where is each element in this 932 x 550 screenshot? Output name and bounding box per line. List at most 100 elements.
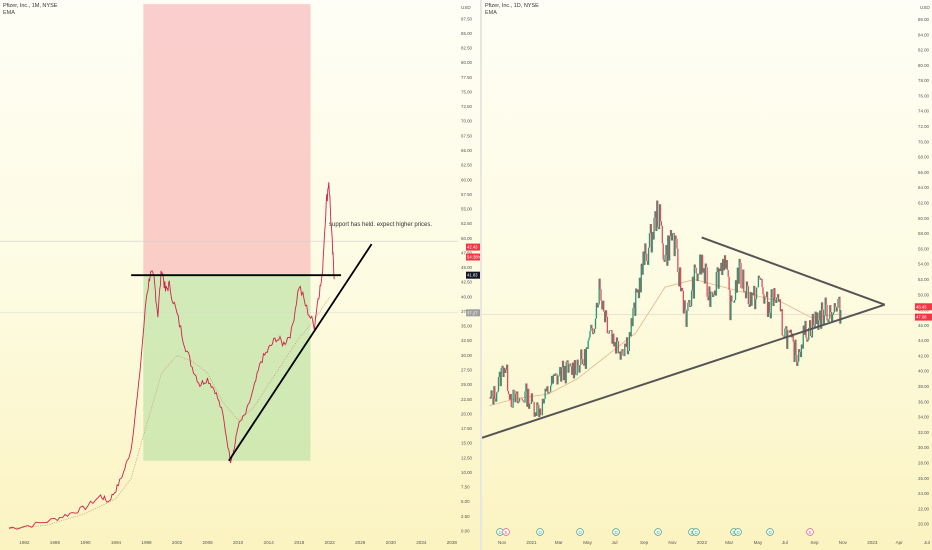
y-tick-label: 74.00 [918,109,930,114]
y-tick-label: 80.00 [918,63,930,68]
y-tick-label: 42.00 [918,353,930,358]
indicator-label[interactable]: EMA [485,10,497,16]
price-line [8,182,335,530]
y-tick-label: 70.00 [918,139,930,144]
y-tick-label: 75.00 [461,89,473,94]
event-marker-label: D [657,530,660,535]
price-badge [915,313,932,321]
y-tick-label: 72.50 [461,104,473,109]
y-tick-label: 40.00 [918,369,930,374]
ema-line [489,279,841,407]
chart-pane-left[interactable]: Pfizer, Inc., 1M, NYSE EMA support has h… [0,0,480,550]
indicator-label[interactable]: EMA [3,10,15,16]
y-tick-label: 77.50 [461,75,473,80]
x-tick-label: 1986 [50,540,61,545]
x-tick-label: Nov [839,540,848,545]
x-tick-label: Jul [612,540,618,545]
y-tick-label: 5.00 [461,499,470,504]
y-tick-label: 7.50 [461,485,470,490]
x-tick-label: 2026 [355,540,366,545]
price-badge-label: 47.08 [916,315,927,320]
y-tick-label: 76.00 [918,93,930,98]
price-badge-label: 54:38h [467,255,480,260]
monthly-price-chart: support has held. expect higher prices. U… [0,4,480,545]
x-tick-label: Apr [896,540,904,545]
y-tick-label: 28.00 [918,461,930,466]
y-tick-label: 50.00 [461,236,473,241]
event-marker [692,528,700,536]
y-tick-label: 84.00 [918,32,930,37]
y-tick-label: 65.00 [461,148,473,153]
x-tick-label: 1990 [80,540,91,545]
event-marker-label: D [737,530,740,535]
event-marker [576,528,584,536]
y-tick-label: 82.00 [918,48,930,53]
y-tick-label: 54.00 [918,262,930,267]
y-tick-label: 42.50 [461,280,473,285]
y-tick-label: 10.00 [461,470,473,475]
chart-pane-right[interactable]: Pfizer, Inc., 1D, NYSE EMA USD 20.00 22.00… [482,0,932,550]
price-badge-label: 37.27 [467,310,478,315]
event-marker-label: E [505,530,508,535]
y-tick-label: 40.00 [461,294,473,299]
x-tick-label: 2014 [264,540,275,545]
y-tick-label: 85.00 [461,31,473,36]
y-tick-label: 56.00 [918,246,930,251]
event-marker [502,528,510,536]
x-tick-label: 2018 [294,540,305,545]
y-tick-label: 72.00 [918,124,930,129]
event-marker [766,528,774,536]
x-tick-label: 2038 [447,540,458,545]
y-tick-label: 60.00 [461,177,473,182]
y-tick-label: 50.00 [918,292,930,297]
y-tick-label: 82.50 [461,46,473,51]
x-tick-label: 1994 [111,540,122,545]
price-badge-label: 48.43 [916,304,927,309]
y-tick-label: 38.00 [918,384,930,389]
x-tick-label: Sep [810,540,819,545]
x-tick-label: 2022 [325,540,336,545]
price-badge [466,271,480,279]
zone-stop [143,273,311,461]
event-marker-label: D [695,530,698,535]
y-tick-label: 80.00 [461,60,473,65]
y-tick-label: 24.00 [918,491,930,496]
x-tick-label: 2006 [202,540,213,545]
y-tick-label: 47.50 [461,250,473,255]
y-tick-label: 62.50 [461,163,473,168]
y-tick-label: 68.00 [918,155,930,160]
y-tick-label: 22.00 [918,506,930,511]
y-tick-label: 27.50 [461,368,473,373]
x-tick-label: Jul [782,540,788,545]
currency-label: USD [461,5,471,10]
pane-divider[interactable] [480,0,482,550]
y-tick-label: 36.00 [918,399,930,404]
trendline-uptrend [482,303,886,439]
price-badge-label: 41.83 [467,273,478,278]
x-tick-label: Mar [725,540,733,545]
annotation-text: support has held. expect higher prices. [329,222,432,228]
x-tick-label: 1998 [141,540,152,545]
y-tick-label: 30.00 [461,353,473,358]
y-tick-label: 55.00 [461,207,473,212]
event-marker-label: D [579,530,582,535]
x-tick-label: 2023 [867,540,878,545]
event-marker [612,528,620,536]
trendline-downtrend [701,236,886,306]
y-tick-label: 26.00 [918,476,930,481]
event-marker [806,528,814,536]
price-badge [466,309,480,317]
y-tick-label: 46.00 [918,323,930,328]
y-tick-label: 20.00 [918,522,930,527]
y-tick-label: 58.00 [918,231,930,236]
y-tick-label: 62.00 [918,201,930,206]
y-tick-label: 70.00 [461,119,473,124]
ema-line [8,296,330,530]
trendline-uptrend [228,243,373,462]
y-tick-label: 20.00 [461,411,473,416]
x-tick-label: 2010 [233,540,244,545]
event-marker [734,528,742,536]
event-marker-label: D [539,530,542,535]
y-tick-label: 2.50 [461,514,470,519]
x-tick-label: 2002 [172,540,183,545]
